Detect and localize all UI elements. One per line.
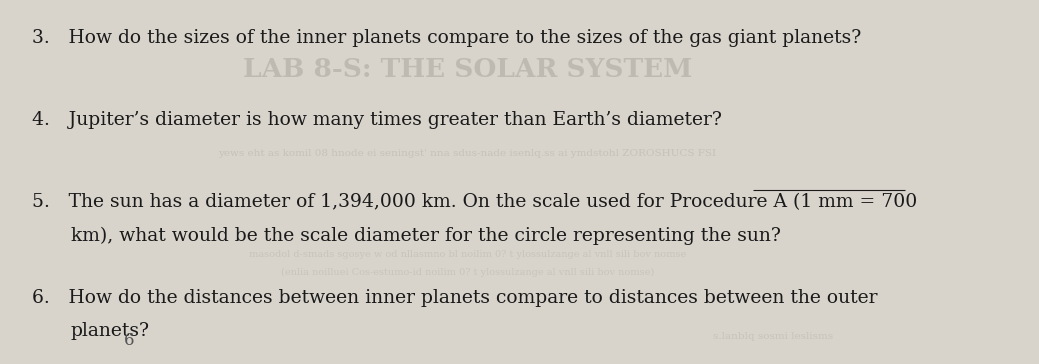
Text: yews eht as komil 08 hnode ei seningst' nna sdus-nade isenlq.ss ai ymdstohl ZORO: yews eht as komil 08 hnode ei seningst' … — [218, 149, 717, 158]
Text: 4. Jupiter’s diameter is how many times greater than Earth’s diameter?: 4. Jupiter’s diameter is how many times … — [32, 111, 722, 129]
Text: 3. How do the sizes of the inner planets compare to the sizes of the gas giant p: 3. How do the sizes of the inner planets… — [32, 29, 861, 47]
Text: km), what would be the scale diameter for the circle representing the sun?: km), what would be the scale diameter fo… — [71, 226, 780, 245]
Text: 6: 6 — [124, 332, 134, 349]
Text: 5. The sun has a diameter of 1,394,000 km. On the scale used for Procedure A (1 : 5. The sun has a diameter of 1,394,000 k… — [32, 193, 917, 211]
Text: s.lanblq sosmi leslisms: s.lanblq sosmi leslisms — [713, 332, 833, 341]
Text: planets?: planets? — [71, 323, 150, 340]
Text: LAB 8-S: THE SOLAR SYSTEM: LAB 8-S: THE SOLAR SYSTEM — [243, 58, 692, 83]
Text: 6. How do the distances between inner planets compare to distances between the o: 6. How do the distances between inner pl… — [32, 289, 878, 307]
Text: masodol d-smads sgosye w od nllasmno bl noilim 0? t ylossulzange al vnll sili bo: masodol d-smads sgosye w od nllasmno bl … — [248, 250, 686, 260]
Text: (enlia noilluei Cos-estumo-id noilim 0? t ylossulzange al vnll sili bov nomse): (enlia noilluei Cos-estumo-id noilim 0? … — [281, 268, 654, 277]
